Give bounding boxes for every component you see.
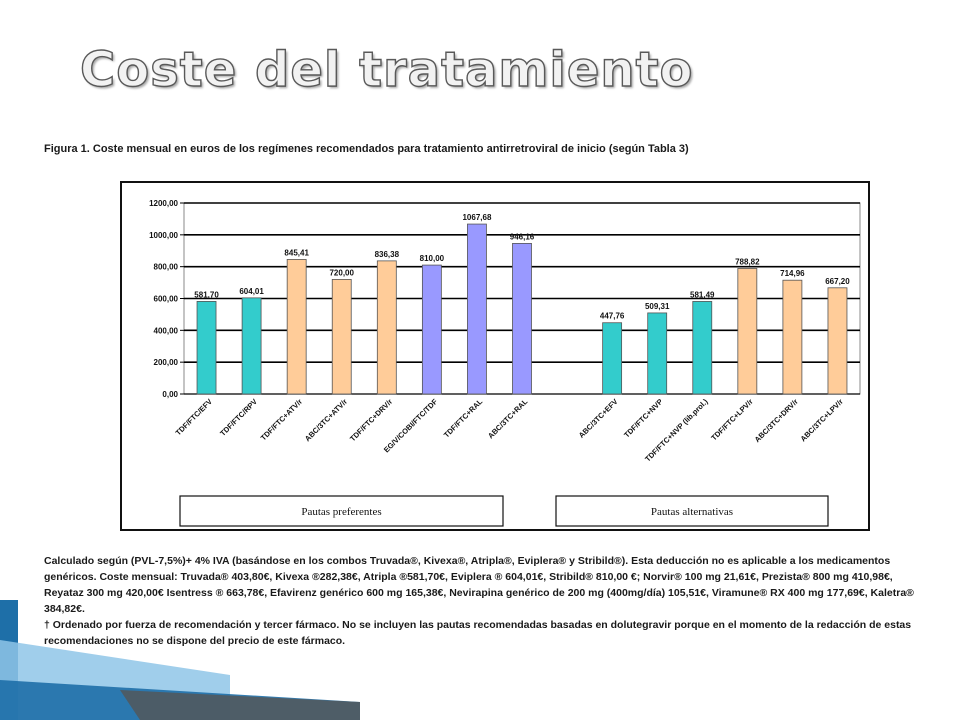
bar (692, 301, 713, 395)
bar-value-label: 788,82 (735, 257, 760, 266)
x-tick-label: TDF/FTC/EFV (174, 397, 214, 437)
bar-value-label: 1067,68 (462, 213, 491, 222)
bar-value-label: 447,76 (600, 312, 625, 321)
x-tick-label: TDF/FTC+NVP (622, 397, 664, 439)
x-tick-label: ABC/3TC+EFV (577, 397, 620, 440)
y-tick-label: 400,00 (154, 326, 179, 335)
bar-value-label: 714,96 (780, 269, 805, 278)
bar (602, 322, 623, 395)
x-tick-label: ABC/3TC+ATV/r (303, 397, 349, 443)
bar (196, 301, 217, 395)
bar (782, 279, 803, 395)
y-tick-label: 1200,00 (149, 199, 178, 208)
y-tick-label: 600,00 (154, 295, 179, 304)
bar (647, 312, 668, 395)
x-tick-label: TDF/FTC+DRV/r (348, 397, 394, 443)
group-label-alternative: Pautas alternativas (651, 506, 733, 518)
bar-value-label: 581,70 (194, 290, 219, 299)
bar-value-label: 836,38 (375, 250, 400, 259)
bar-value-label: 720,00 (329, 268, 354, 277)
bar (376, 260, 397, 395)
y-tick-label: 200,00 (154, 358, 179, 367)
bar (467, 223, 487, 395)
y-tick-label: 0,00 (162, 390, 178, 399)
x-tick-label: ABC/3TC+DRV/r (753, 397, 800, 444)
bar (737, 268, 758, 395)
bar (286, 259, 307, 395)
x-tick-label: ABC/3TC+LPV/r (799, 397, 845, 443)
bar-value-label: 509,31 (645, 302, 670, 311)
bar (331, 279, 352, 395)
bar-value-label: 667,20 (825, 277, 850, 286)
y-tick-label: 1000,00 (149, 231, 178, 240)
bar-value-label: 581,49 (690, 290, 715, 299)
chart-notes: Calculado según (PVL-7,5%)+ 4% IVA (basá… (44, 553, 934, 649)
bar-chart: 0,00 200,00 400,00 600,00 800,00 1000,00 1200,… (120, 181, 870, 531)
x-tick-label: TDF/FTC+ATV/r (259, 397, 304, 442)
x-tick-label: TDF/FTC/RPV (218, 397, 259, 438)
bar (827, 287, 848, 395)
group-box (555, 495, 829, 527)
slide-title: Coste del tratamiento (79, 41, 694, 98)
bar-value-label: 810,00 (420, 254, 445, 263)
group-label-preferred: Pautas preferentes (301, 506, 381, 518)
chart-svg: 0,00 200,00 400,00 600,00 800,00 1000,00 1200,… (149, 199, 861, 527)
x-tick-label: ABC/3TC+RAL (486, 397, 530, 441)
figure-caption: Figura 1. Coste mensual en euros de los … (44, 143, 689, 155)
x-tick-label: TDF/FTC+RAL (442, 397, 485, 440)
group-box (179, 495, 504, 527)
bar (241, 297, 262, 395)
bar-value-label: 604,01 (239, 287, 264, 296)
bar (512, 243, 532, 395)
x-tick-label: TDF/FTC+LPV/r (709, 397, 754, 442)
notes-ordering: † Ordenado por fuerza de recomendación y… (44, 619, 912, 647)
bar (421, 264, 442, 395)
bar-value-label: 845,41 (284, 248, 309, 257)
bar-value-label: 946,16 (510, 232, 535, 241)
notes-calculation: Calculado según (PVL-7,5%)+ 4% IVA (basá… (44, 555, 914, 615)
y-tick-label: 800,00 (154, 263, 179, 272)
